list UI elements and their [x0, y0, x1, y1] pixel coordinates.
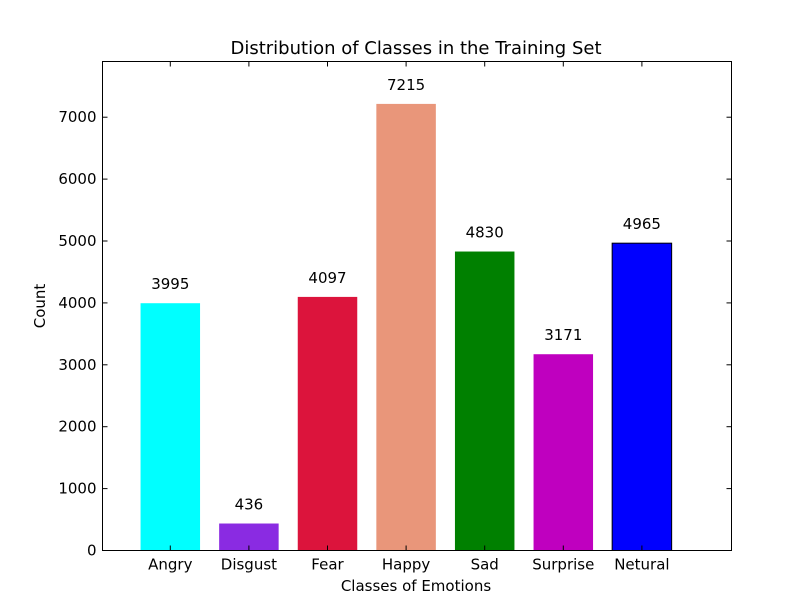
x-tick-label-disgust: Disgust — [221, 556, 277, 574]
bar-happy — [376, 103, 436, 551]
chart-title: Distribution of Classes in the Training … — [230, 38, 601, 59]
x-tick-label-angry: Angry — [148, 556, 192, 574]
y-tick-label: 1000 — [58, 480, 96, 498]
ticks-group: Angry Disgust Fear Happy Sad Surprise Netural 0… — [58, 61, 732, 574]
x-tick-label-surprise: Surprise — [532, 556, 594, 574]
data-label-happy: 7215 — [387, 76, 425, 94]
bar-fear — [297, 296, 358, 551]
y-tick-label: 3000 — [58, 356, 96, 374]
bar-surprise — [533, 354, 594, 551]
x-tick-label-netural: Netural — [614, 556, 669, 574]
data-label-sad: 4830 — [466, 224, 504, 242]
data-label-angry: 3995 — [151, 275, 189, 293]
x-tick-label-happy: Happy — [382, 556, 431, 574]
y-axis-label: Count — [31, 284, 49, 329]
data-label-fear: 4097 — [308, 269, 346, 287]
data-label-netural: 4965 — [623, 215, 661, 233]
x-axis-label: Classes of Emotions — [341, 577, 492, 595]
x-tick-label-sad: Sad — [471, 556, 499, 574]
data-label-surprise: 3171 — [544, 326, 582, 344]
bar-angry — [140, 303, 201, 551]
plot-frame — [102, 61, 732, 551]
bar-sad — [454, 251, 515, 551]
y-tick-label: 7000 — [58, 108, 96, 126]
y-tick-label: 4000 — [58, 294, 96, 312]
y-tick-label: 2000 — [58, 418, 96, 436]
y-tick-label: 6000 — [58, 170, 96, 188]
y-tick-label: 5000 — [58, 232, 96, 250]
x-tick-label-fear: Fear — [311, 556, 344, 574]
data-labels-group: 3995 436 4097 7215 4830 3171 4965 — [151, 76, 661, 514]
y-tick-label: 0 — [87, 542, 97, 560]
bar-netural — [611, 242, 673, 551]
data-label-disgust: 436 — [235, 496, 264, 514]
bars-group — [140, 103, 673, 551]
